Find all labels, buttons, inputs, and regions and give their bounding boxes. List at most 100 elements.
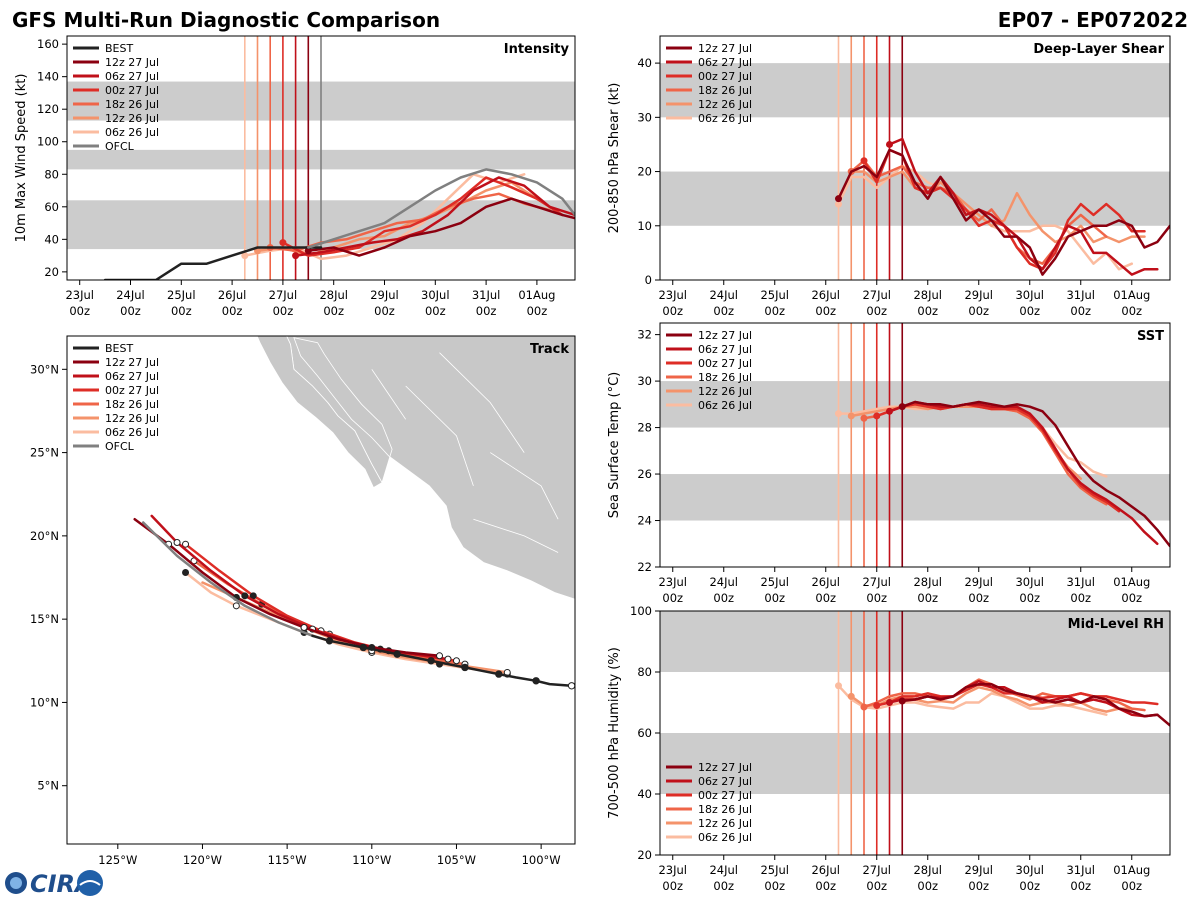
sst-series-start-point	[898, 403, 906, 411]
shear-xtick-date: 26Jul	[811, 288, 840, 302]
track-legend-label: 00z 27 Jul	[105, 384, 159, 397]
track-ytick-label: 5°N	[37, 779, 59, 793]
sst-series-start-point	[886, 407, 893, 415]
intensity-legend-label: 06z 27 Jul	[105, 70, 159, 83]
sst-ytick-label: 24	[637, 514, 652, 528]
sst-xtick-date: 27Jul	[862, 575, 891, 589]
shear-xtick-hour: 00z	[1019, 304, 1040, 318]
shear-xtick-date: 29Jul	[964, 288, 993, 302]
sst-xtick-hour: 00z	[917, 591, 938, 605]
intensity-xtick-date: 30Jul	[421, 288, 450, 302]
intensity-frame	[66, 35, 576, 281]
track-legend-label: 06z 27 Jul	[105, 370, 159, 383]
sst-frame	[659, 322, 1171, 568]
track-ytick-label: 20°N	[30, 529, 59, 543]
intensity-legend-label: OFCL	[105, 140, 135, 153]
track-ytick-label: 30°N	[30, 362, 59, 376]
track-xtick-label: 105°W	[437, 853, 476, 867]
mexico-mainland-landmass	[286, 336, 575, 600]
rh-series-start-point	[873, 702, 881, 710]
sst-ytick-label: 26	[637, 467, 652, 481]
sst-legend-label: 12z 26 Jul	[698, 385, 752, 398]
track-legend-label: OFCL	[105, 440, 135, 453]
intensity-series-line	[307, 197, 575, 257]
sst-ytick-label: 30	[637, 374, 652, 388]
track-forecast-point	[444, 655, 452, 663]
rh-ytick-label: 80	[637, 665, 652, 679]
shear-plot-area	[660, 36, 1170, 280]
intensity-xtick-date: 26Jul	[218, 288, 247, 302]
rh-series-start-point	[847, 692, 855, 700]
rh-xtick-date: 31Jul	[1066, 863, 1095, 877]
sst-xtick-hour: 00z	[968, 591, 989, 605]
intensity-xtick-date: 01Aug	[518, 288, 555, 302]
rh-panel-title: Mid-Level RH	[1068, 617, 1164, 632]
baja-california-landmass	[256, 336, 383, 489]
state-border-line	[473, 518, 559, 553]
shear-ytick-label: 20	[637, 165, 652, 179]
intensity-ytick-label: 20	[44, 265, 59, 279]
rh-frame	[659, 610, 1171, 856]
intensity-series-line	[281, 176, 564, 257]
sst-legend-label: 18z 26 Jul	[698, 371, 752, 384]
intensity-legend-label: 12z 27 Jul	[105, 56, 159, 69]
intensity-ytick-label: 120	[37, 102, 59, 116]
shear-series-start-point	[860, 157, 868, 165]
track-plot-area	[133, 336, 575, 690]
figure-title: GFS Multi-Run Diagnostic Comparison	[12, 8, 440, 32]
track-forecast-point	[436, 652, 444, 660]
shear-ytick-label: 10	[637, 219, 652, 233]
rh-xtick-hour: 00z	[764, 879, 785, 893]
shear-xtick-hour: 00z	[1070, 304, 1091, 318]
rh-series-start-point	[835, 682, 842, 690]
shear-legend-label: 06z 27 Jul	[698, 56, 752, 69]
shear-xtick-hour: 00z	[866, 304, 887, 318]
sst-shade-band	[660, 474, 1170, 521]
rh-xtick-hour: 00z	[1070, 879, 1091, 893]
rh-xtick-date: 25Jul	[760, 863, 789, 877]
rh-xtick-date: 01Aug	[1113, 863, 1150, 877]
intensity-xtick-date: 31Jul	[472, 288, 501, 302]
sst-xtick-hour: 00z	[815, 591, 836, 605]
track-legend-label: 18z 26 Jul	[105, 398, 159, 411]
shear-series-start-point	[835, 195, 842, 203]
shear-legend-label: 18z 26 Jul	[698, 84, 752, 97]
sst-legend-label: 00z 27 Jul	[698, 357, 752, 370]
intensity-xtick-date: 24Jul	[116, 288, 145, 302]
track-ofcl-line	[141, 521, 314, 638]
track-best-point	[495, 670, 503, 678]
track-forecast-line	[150, 514, 450, 661]
intensity-ytick-label: 80	[44, 167, 59, 181]
intensity-panel: 20 40 60 80 100 120 140 160 10m Max Wind Speed (…	[14, 35, 576, 318]
shear-legend-label: 12z 27 Jul	[698, 42, 752, 55]
shear-xtick-hour: 00z	[917, 304, 938, 318]
intensity-xtick-date: 23Jul	[65, 288, 94, 302]
state-border-line	[439, 352, 525, 453]
track-forecast-line	[192, 559, 467, 666]
track-forecast-line	[184, 542, 458, 663]
rh-legend-label: 06z 26 Jul	[698, 831, 752, 844]
track-forecast-point	[452, 657, 460, 665]
track-forecast-point	[241, 592, 249, 600]
shear-xtick-date: 28Jul	[913, 288, 942, 302]
shear-xtick-hour: 00z	[968, 304, 989, 318]
track-panel: 125°W 120°W 115°W 110°W 105°W 100°W 5°N 10°N 15°…	[30, 335, 576, 867]
rh-series-start-point	[886, 699, 893, 706]
shear-ylabel: 200-850 hPa Shear (kt)	[607, 83, 622, 234]
track-forecast-point	[182, 569, 190, 577]
state-border-line	[490, 452, 559, 520]
track-legend-label: 06z 26 Jul	[105, 426, 159, 439]
intensity-xtick-date: 25Jul	[167, 288, 196, 302]
rh-series-line	[901, 682, 1170, 727]
shear-xtick-date: 24Jul	[709, 288, 738, 302]
shear-xtick-hour: 00z	[815, 304, 836, 318]
rh-series-start-point	[860, 703, 868, 711]
sst-xtick-date: 29Jul	[964, 575, 993, 589]
rh-xtick-hour: 00z	[713, 879, 734, 893]
shear-series-start-point	[886, 140, 893, 148]
track-legend-label: 12z 26 Jul	[105, 412, 159, 425]
rh-series-line	[837, 684, 1108, 716]
sst-legend-label: 06z 26 Jul	[698, 399, 752, 412]
shear-series-line	[888, 137, 1159, 276]
sst-series-start-point	[860, 414, 868, 422]
